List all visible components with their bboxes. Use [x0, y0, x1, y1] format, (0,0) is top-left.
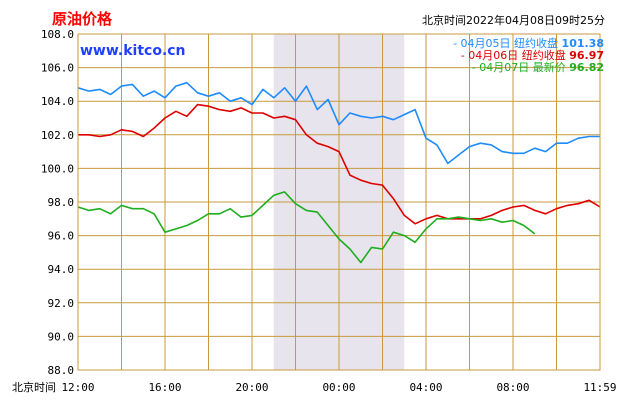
- legend-marker: -: [453, 37, 460, 50]
- legend-item: - 04月06日 纽约收盘 96.97: [461, 48, 604, 62]
- series-lines: [77, 81, 601, 264]
- y-tick-label: 104.0: [41, 95, 74, 108]
- y-tick-label: 90.0: [48, 330, 75, 343]
- y-tick-label: 100.0: [41, 162, 74, 175]
- legend-value: 101.38: [562, 37, 604, 50]
- series-line-3: [77, 191, 536, 264]
- legend-date: 04月07日: [479, 61, 533, 74]
- x-tick-label: 11:59: [583, 381, 616, 394]
- y-tick-label: 88.0: [48, 364, 75, 377]
- x-tick-label: 20:00: [235, 381, 268, 394]
- legend-item: - 04月07日 最新价 96.82: [472, 60, 604, 74]
- y-tick-label: 96.0: [48, 230, 75, 243]
- legend: - 04月05日 纽约收盘 101.38- 04月06日 纽约收盘 96.97-…: [453, 36, 604, 74]
- y-tick-label: 106.0: [41, 62, 74, 75]
- series-line-2: [78, 103, 601, 225]
- x-tick-label: 08:00: [496, 381, 529, 394]
- legend-marker: -: [461, 49, 468, 62]
- y-tick-label: 92.0: [48, 297, 75, 310]
- series-line-1: [77, 81, 600, 165]
- x-axis-label: 北京时间: [12, 380, 56, 394]
- x-tick-label: 12:00: [61, 381, 94, 394]
- plot-frame: [77, 33, 601, 371]
- x-tick-label: 00:00: [322, 381, 355, 394]
- timestamp: 北京时间2022年04月08日09时25分: [422, 13, 605, 27]
- y-tick-label: 102.0: [41, 129, 74, 142]
- site-link[interactable]: www.kitco.cn: [80, 43, 186, 59]
- legend-marker: -: [472, 61, 479, 74]
- chart-title: 原油价格: [52, 10, 113, 28]
- legend-item: - 04月05日 纽约收盘 101.38: [453, 36, 604, 50]
- legend-label: 纽约收盘: [514, 36, 562, 50]
- legend-label: 最新价: [533, 60, 570, 74]
- legend-date: 04月06日: [468, 49, 522, 62]
- y-tick-label: 98.0: [48, 196, 75, 209]
- y-tick-label: 108.0: [41, 28, 74, 41]
- legend-date: 04月05日: [461, 37, 515, 50]
- legend-value: 96.97: [569, 49, 604, 62]
- x-tick-label: 04:00: [409, 381, 442, 394]
- y-axis-ticks: 108.0 106.0 104.0 102.0 100.0 98.0 96.0 94.0 92.…: [41, 28, 74, 377]
- legend-value: 96.82: [569, 61, 604, 74]
- legend-label: 纽约收盘: [522, 48, 570, 62]
- y-tick-label: 94.0: [48, 263, 75, 276]
- x-axis-ticks: 12:00 16:00 20:00 00:00 04:00 08:00 11:59: [61, 381, 616, 394]
- x-tick-label: 16:00: [148, 381, 181, 394]
